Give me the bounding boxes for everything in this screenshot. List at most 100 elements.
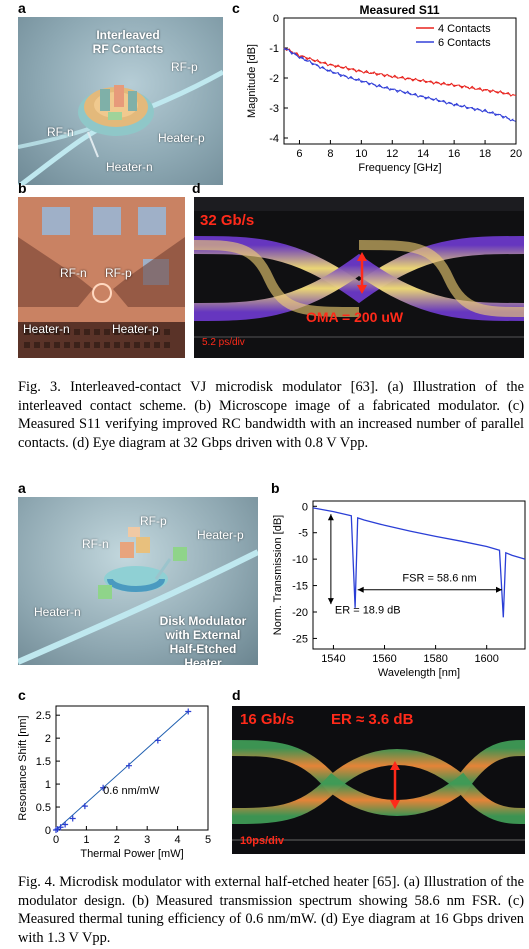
y-axis-label: Magnitude [dB] <box>246 44 258 118</box>
fig4-a-heater-p-label: Heater-p <box>197 528 244 542</box>
x-tick-label: 4 <box>175 834 181 846</box>
x-tick-label: 12 <box>386 148 398 160</box>
y-tick-label: -1 <box>269 43 279 55</box>
data-point <box>69 815 76 822</box>
x-tick-label: 2 <box>114 834 120 846</box>
fig4-a-heater-n-label: Heater-n <box>34 605 81 619</box>
x-axis-label: Frequency [GHz] <box>358 162 441 174</box>
fig3-a-title-line2: RF Contacts <box>92 42 164 56</box>
fig3-b-heater-n-label: Heater-n <box>23 322 70 336</box>
fig3-b-rf-n-label: RF-n <box>60 266 87 280</box>
fig4-panel-d-letter: d <box>232 687 241 703</box>
fig4-caption-text: Fig. 4. Microdisk modulator with externa… <box>18 874 524 946</box>
y-tick-label: -10 <box>292 554 308 566</box>
legend-entry-2: 6 Contacts <box>438 37 491 49</box>
fsr-arrowhead-right <box>496 586 503 593</box>
er-label: ER = 18.9 dB <box>335 605 401 617</box>
fig4-panel-a-image: RF-p RF-n Heater-p Heater-n Disk Modulat… <box>18 497 258 665</box>
plot-frame <box>283 17 517 145</box>
fig3-panel-d-letter: d <box>192 180 201 196</box>
fig3-a-title-line1: Interleaved <box>96 28 160 42</box>
y-tick-label: 0 <box>45 825 51 837</box>
fsr-label: FSR = 58.6 nm <box>402 572 476 584</box>
data-point <box>62 821 69 828</box>
data-point <box>57 824 64 831</box>
plot-frame <box>55 705 209 831</box>
y-tick-label: -2 <box>269 73 279 85</box>
x-tick-label: 1560 <box>372 653 396 665</box>
x-tick-label: 1600 <box>474 653 498 665</box>
fig3-panel-b-letter: b <box>18 180 27 196</box>
transmission-chart: 1540 1560 1580 1600 0 -5 -10 -15 -20 -25 Wavelengt… <box>272 500 526 679</box>
x-tick-label: 3 <box>144 834 150 846</box>
fig4-a-desc-line1: Disk Modulator <box>159 614 247 628</box>
y-axis-label: Resonance Shift [nm] <box>17 715 29 820</box>
data-point <box>185 708 192 715</box>
x-tick-label: 1540 <box>321 653 345 665</box>
fig3-a-heater-n-label: Heater-n <box>106 160 153 174</box>
x-tick-label: 16 <box>448 148 460 160</box>
y-tick-label: 2 <box>45 733 51 745</box>
y-tick-label: 2.5 <box>36 710 51 722</box>
fig3-panel-a-image: Interleaved RF Contacts RF-p RF-n Heater… <box>18 17 223 185</box>
x-tick-label: 14 <box>417 148 429 160</box>
er-arrowhead-bottom <box>327 598 334 605</box>
y-tick-label: -5 <box>298 528 308 540</box>
fig3-a-heater-p-label: Heater-p <box>158 131 205 145</box>
fig3-d-oma: OMA = 200 uW <box>306 309 404 325</box>
y-tick-label: -25 <box>292 633 308 645</box>
y-tick-label: -3 <box>269 103 279 115</box>
fig3-panel-b-image: RF-n RF-p Heater-n Heater-p <box>18 197 185 358</box>
fig3-caption-text: Fig. 3. Interleaved-contact VJ microdisk… <box>18 379 524 451</box>
x-tick-label: 20 <box>510 148 522 160</box>
fig3-b-heater-p-label: Heater-p <box>112 322 159 336</box>
fig4-panel-c-letter: c <box>18 687 26 703</box>
s11-chart: 6 8 10 12 14 16 18 20 0 -1 -2 -3 -4 Frequency [GHz] Ma… <box>246 13 522 174</box>
fig4-panel-d-eye: 16 Gb/s ER ≈ 3.6 dB 10ps/div <box>232 706 525 854</box>
y-tick-label: -20 <box>292 607 308 619</box>
x-tick-label: 1 <box>83 834 89 846</box>
data-point <box>154 737 161 744</box>
y-tick-label: -4 <box>269 133 279 145</box>
x-tick-label: 8 <box>327 148 333 160</box>
x-tick-label: 0 <box>53 834 59 846</box>
x-axis-label: Thermal Power [mW] <box>80 848 183 860</box>
y-tick-label: 0 <box>302 501 308 513</box>
fig3-b-rf-p-label: RF-p <box>105 266 132 280</box>
y-tick-label: 0.5 <box>36 802 51 814</box>
x-axis-label: Wavelength [nm] <box>378 667 460 679</box>
series-line-1 <box>283 47 514 97</box>
y-tick-label: 1 <box>45 779 51 791</box>
fig3-panel-c-letter: c <box>232 0 240 16</box>
spectrum-line <box>312 507 526 618</box>
fig3-a-rf-n-label: RF-n <box>47 125 74 139</box>
data-point <box>100 784 107 791</box>
fig4-panel-a-letter: a <box>18 480 26 496</box>
fig4-d-scale: 10ps/div <box>240 835 285 847</box>
er-arrowhead-top <box>327 514 334 521</box>
fig4-caption: Fig. 4. Microdisk modulator with externa… <box>18 873 524 947</box>
legend-entry-1: 4 Contacts <box>438 23 491 35</box>
tuning-chart: 0 1 2 3 4 5 0 0.5 1 1.5 2 2.5 Thermal Power [mW] Reso… <box>17 705 211 860</box>
fig3-a-rf-p-label: RF-p <box>171 60 198 74</box>
fig3-d-rate: 32 Gb/s <box>200 212 255 229</box>
fig4-a-desc-line2: with External <box>165 628 241 642</box>
data-point <box>54 826 61 833</box>
fig3-caption: Fig. 3. Interleaved-contact VJ microdisk… <box>18 378 524 452</box>
fig4-d-rate: 16 Gb/s <box>240 711 295 728</box>
data-point <box>81 803 88 810</box>
data-point <box>125 762 132 769</box>
fig3-panel-d-eye: 32 Gb/s OMA = 200 uW 5.2 ps/div <box>194 197 524 358</box>
y-tick-label: 1.5 <box>36 756 51 768</box>
fig4-a-desc-line3: Half-Etched Heater <box>169 642 237 665</box>
x-tick-label: 1580 <box>423 653 447 665</box>
y-axis-label: Norm. Transmission [dB] <box>272 515 284 635</box>
x-tick-label: 18 <box>479 148 491 160</box>
fig3-panel-a-letter: a <box>18 0 26 16</box>
fig4-a-rf-p-label: RF-p <box>140 514 167 528</box>
series-fit-2 <box>283 47 517 122</box>
fsr-arrowhead-left <box>357 586 364 593</box>
microdisk-render <box>18 69 223 185</box>
slope-annotation: 0.6 nm/mW <box>103 785 160 797</box>
fit-line <box>55 711 189 831</box>
